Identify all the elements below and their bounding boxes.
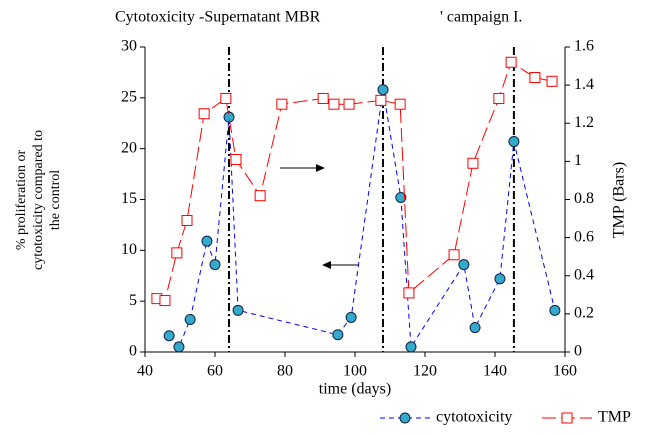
x-tick-label: 120	[413, 363, 437, 380]
point	[469, 322, 481, 334]
point	[375, 94, 387, 106]
x-axis-label: time (days)	[319, 381, 391, 398]
point	[328, 98, 340, 110]
point	[220, 92, 232, 104]
x-tick-label: 160	[553, 363, 577, 380]
legend-label: TMP	[598, 409, 631, 426]
point	[317, 92, 329, 104]
x-tick-label: 140	[483, 363, 507, 380]
arrow-head	[316, 164, 325, 172]
point	[448, 249, 460, 261]
point	[159, 295, 171, 307]
point	[201, 235, 213, 247]
point	[394, 98, 406, 110]
y-tick-label: 15	[121, 190, 137, 207]
point	[163, 330, 175, 342]
y-tick-label: 25	[121, 89, 137, 106]
legend-marker	[561, 412, 573, 424]
point	[549, 304, 561, 316]
y-tick-label: 0	[129, 343, 137, 360]
x-tick-label: 100	[343, 363, 367, 380]
chart-title-tail: ' campaign I.	[440, 9, 522, 26]
y-axis-label: the control	[48, 170, 63, 230]
point	[494, 273, 506, 285]
point	[467, 157, 479, 169]
point	[173, 341, 185, 353]
point	[405, 341, 417, 353]
point	[223, 111, 235, 123]
x-tick-label: 60	[207, 363, 223, 380]
point	[254, 190, 266, 202]
y2-tick-label: 0.6	[574, 228, 594, 245]
y2-tick-label: 0.8	[574, 190, 594, 207]
y-tick-label: 5	[129, 292, 137, 309]
arrow-head	[322, 261, 331, 269]
point	[395, 191, 407, 203]
y2-axis-label: TMP (Bars)	[611, 162, 628, 238]
point	[505, 56, 517, 68]
chart-title: Cytotoxicity -Supernatant MBR	[115, 9, 321, 26]
x-tick-label: 80	[277, 363, 293, 380]
legend-marker	[399, 412, 411, 424]
point	[493, 92, 505, 104]
point	[209, 259, 221, 271]
y-axis-label: % proliferation or	[14, 150, 29, 251]
y2-tick-label: 1.4	[574, 76, 594, 93]
point	[546, 75, 558, 87]
y2-tick-label: 0.2	[574, 305, 594, 322]
y2-tick-label: 0	[574, 343, 582, 360]
point	[343, 98, 355, 110]
y2-tick-label: 0.4	[574, 266, 594, 283]
point	[345, 311, 357, 323]
point	[276, 98, 288, 110]
y2-tick-label: 1.6	[574, 38, 594, 55]
y2-tick-label: 1.2	[574, 114, 594, 131]
point	[232, 304, 244, 316]
point	[508, 136, 520, 148]
point	[377, 84, 389, 96]
point	[403, 287, 415, 299]
x-tick-label: 40	[137, 363, 153, 380]
y-axis-label: cytotoxicity compared to	[31, 130, 46, 270]
y-tick-label: 20	[121, 139, 137, 156]
y2-tick-label: 1	[574, 152, 582, 169]
point	[181, 214, 193, 226]
point	[171, 247, 183, 259]
point	[529, 72, 541, 83]
point	[184, 313, 196, 325]
point	[198, 108, 210, 120]
y-tick-label: 30	[121, 38, 137, 55]
point	[230, 153, 242, 165]
point	[458, 259, 470, 271]
legend-label: cytotoxicity	[436, 409, 512, 426]
point	[332, 329, 344, 341]
y-tick-label: 10	[121, 241, 137, 258]
series-line	[168, 89, 556, 349]
